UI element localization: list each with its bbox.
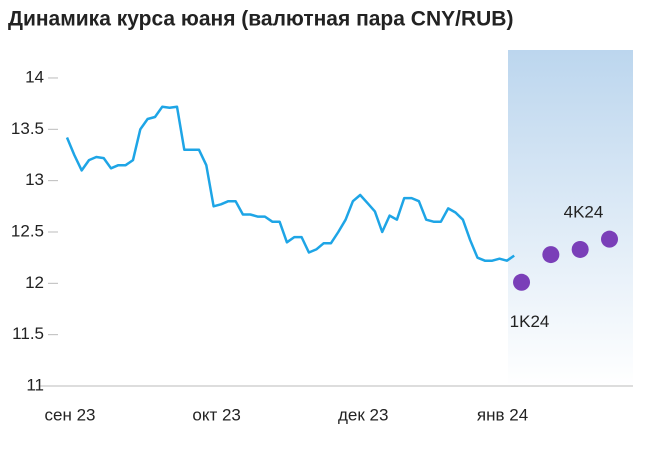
point-label: 4K24 — [564, 203, 604, 222]
forecast-area — [508, 50, 633, 386]
x-tick-label: сен 23 — [45, 405, 96, 424]
y-tick-label: 12 — [25, 273, 44, 292]
forecast-point — [542, 246, 560, 264]
forecast-point — [571, 240, 589, 258]
chart-title: Динамика курса юаня (валютная пара CNY/R… — [8, 8, 513, 31]
forecast-point — [513, 273, 531, 291]
point-label: 1K24 — [510, 312, 550, 331]
y-tick-label: 13.5 — [11, 119, 44, 138]
x-tick-label: дек 23 — [338, 405, 388, 424]
y-tick-label: 11 — [26, 375, 44, 394]
y-tick-label: 13 — [25, 170, 44, 189]
x-tick-label: янв 24 — [477, 405, 528, 424]
rate-line — [65, 105, 515, 262]
y-tick-label: 14 — [25, 67, 44, 86]
y-tick-label: 11.5 — [12, 324, 44, 343]
forecast-point — [601, 230, 618, 248]
y-tick-label: 12.5 — [11, 221, 44, 240]
x-tick-label: окт 23 — [192, 405, 241, 424]
